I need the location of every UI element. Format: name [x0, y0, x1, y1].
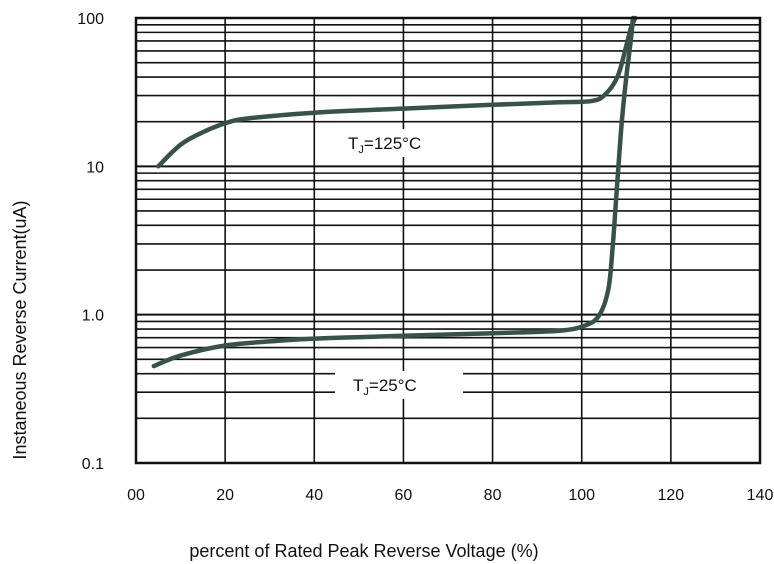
series-line-tj-125c: [156, 15, 638, 169]
curves: [151, 15, 638, 369]
curve-label-tj-125c: TJ=125°C: [348, 134, 421, 156]
curve-label-bg: [335, 371, 463, 399]
curve-labels: TJ=125°C TJ=25°C: [330, 129, 463, 399]
curve-label-tj-25c: TJ=25°C: [353, 376, 417, 398]
plot-frame: [134, 16, 762, 465]
y-tick-label: 10: [86, 159, 104, 176]
y-tick-label: 100: [77, 11, 104, 28]
x-tick-label: 60: [395, 487, 413, 504]
y-tick-label: 1.0: [82, 308, 104, 325]
x-tick-label: 140: [747, 487, 774, 504]
plot-border: [134, 16, 762, 465]
x-tick-label: 20: [216, 487, 234, 504]
x-tick-label: 100: [568, 487, 595, 504]
x-tick-label: 00: [127, 487, 145, 504]
x-tick-label: 120: [658, 487, 685, 504]
y-tick-label: 0.1: [82, 456, 104, 473]
x-axis-label: percent of Rated Peak Reverse Voltage (%…: [189, 541, 538, 561]
y-axis-label: Instaneous Reverse Current(uA): [10, 200, 30, 459]
series-line-tj-25c: [151, 15, 636, 369]
curve-label-bg: [330, 129, 460, 157]
grid: [136, 18, 760, 463]
x-tick-label: 80: [484, 487, 502, 504]
x-tick-label: 40: [305, 487, 323, 504]
tick-labels: 00 20 40 60 80 100 120 140 0.1 1.0 10 100: [77, 11, 773, 504]
